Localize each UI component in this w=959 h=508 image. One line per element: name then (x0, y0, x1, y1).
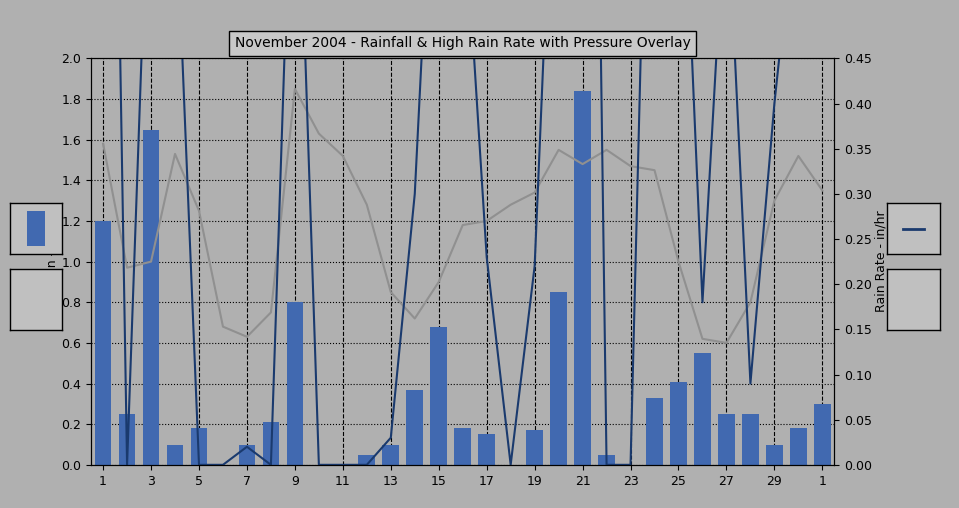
Bar (718, 414, 735, 465)
Bar (670, 382, 687, 465)
Bar (574, 91, 591, 465)
Bar (95, 221, 111, 465)
Bar (167, 444, 183, 465)
Bar (742, 414, 759, 465)
Bar (431, 327, 447, 465)
Bar (359, 455, 375, 465)
Bar (455, 428, 471, 465)
Y-axis label: Rain Rate - in/hr: Rain Rate - in/hr (875, 211, 888, 312)
Bar (119, 414, 135, 465)
Bar (383, 444, 399, 465)
Bar (814, 404, 830, 465)
Bar (27, 211, 45, 246)
Bar (143, 130, 159, 465)
Bar (191, 428, 207, 465)
Bar (407, 390, 423, 465)
Bar (263, 422, 279, 465)
Bar (479, 434, 495, 465)
Bar (598, 455, 615, 465)
Bar (694, 353, 711, 465)
Bar (766, 444, 783, 465)
Bar (526, 430, 543, 465)
Bar (790, 428, 807, 465)
Bar (287, 302, 303, 465)
Y-axis label: Rain - in: Rain - in (46, 236, 58, 288)
Bar (239, 444, 255, 465)
Title: November 2004 - Rainfall & High Rain Rate with Pressure Overlay: November 2004 - Rainfall & High Rain Rat… (235, 36, 690, 50)
Bar (550, 292, 567, 465)
Bar (646, 398, 663, 465)
